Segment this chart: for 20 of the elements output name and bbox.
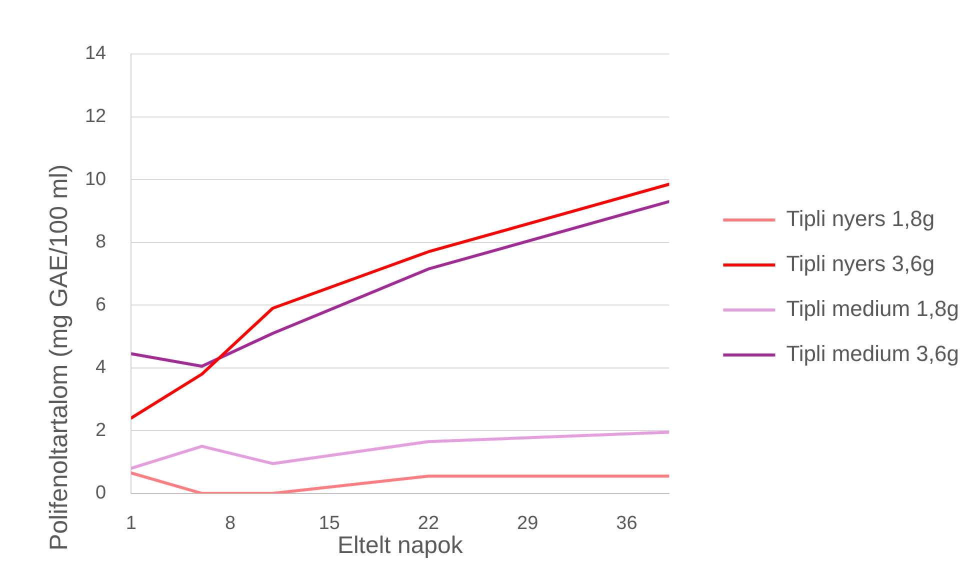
x-tick-label: 1 [126,513,136,534]
x-tick-label: 22 [418,513,440,534]
y-tick-label: 0 [96,482,106,504]
y-tick-label: 12 [84,106,106,128]
x-axis-title: Eltelt napok [337,532,464,560]
legend-label: Tipli medium 1,8g [786,296,960,322]
x-tick-label: 29 [517,513,538,534]
y-tick-label: 10 [84,168,106,190]
y-tick-label: 8 [96,232,106,253]
y-tick-label: 6 [96,294,106,316]
x-tick-label: 15 [318,513,340,534]
legend-label: Tipli nyers 3,6g [786,251,935,276]
y-axis-title: Polifenoltartalom (mg GAE/100 ml) [45,164,74,551]
y-tick-label: 2 [96,420,106,441]
x-tick-label: 36 [616,513,638,534]
legend-label: Tipli medium 3,6g [786,341,960,366]
x-tick-label: 8 [224,513,236,534]
y-tick-label: 4 [96,357,107,378]
y-tick-label: 14 [84,43,107,64]
legend-label: Tipli nyers 1,8g [786,206,935,232]
